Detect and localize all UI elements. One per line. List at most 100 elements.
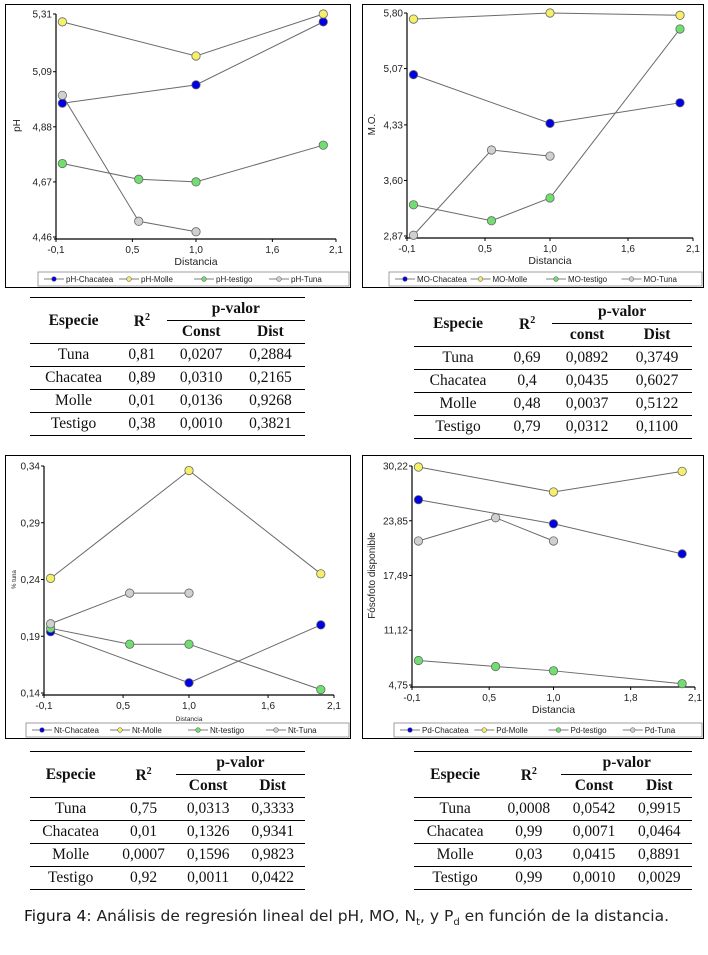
legend-marker	[201, 276, 207, 282]
header-r2: R2	[496, 751, 562, 798]
table-row: Chacatea 0,4 0,0435 0,6027	[414, 369, 692, 393]
cell-dist: 0,2884	[235, 343, 305, 367]
legend-label: pH-Tuna	[291, 275, 322, 284]
y-tick-label: 11,12	[384, 626, 409, 637]
y-tick-label: 4,46	[33, 233, 53, 244]
cell-dist: 0,9268	[235, 389, 305, 413]
x-tick-label: 0,5	[482, 693, 496, 704]
series-line-pH-Tuna	[61, 95, 197, 233]
regression-table-nt: Especie R2 p-valor Const Dist Tuna 0,75 0,0313 0…	[30, 751, 305, 890]
legend-marker	[276, 276, 282, 282]
cell-dist: 0,9823	[240, 843, 305, 867]
cell-species: Molle	[414, 392, 503, 416]
cell-r2: 0,0008	[496, 797, 562, 821]
data-point-pH-Chacatea	[318, 17, 328, 27]
cell-const: 0,0415	[561, 843, 627, 867]
x-tick-label: 1,6	[621, 244, 635, 255]
regression-table-pd: Especie R2 p-valor Const Dist Tuna 0,0008 0,054…	[414, 751, 692, 890]
series-line-Pd-testigo	[418, 659, 683, 685]
header-const: Const	[561, 774, 627, 798]
data-point-Pd-Molle	[677, 466, 687, 476]
cell-r2: 0,03	[496, 843, 562, 867]
header-r2: R2	[117, 297, 167, 344]
caption-text-1: : Análisis de regresión lineal del pH, M…	[86, 907, 417, 925]
data-point-Nt-Molle	[45, 573, 56, 583]
cell-r2: 0,69	[502, 346, 553, 370]
cell-const: 0,0037	[552, 392, 623, 416]
cell-dist: 0,5122	[622, 392, 692, 416]
y-tick-label: 4,88	[33, 122, 53, 133]
caption-label: Figura 4	[24, 907, 87, 925]
data-point-MO-Tuna	[486, 145, 497, 155]
data-point-pH-Chacatea	[57, 98, 67, 108]
data-point-pH-Molle	[57, 17, 67, 27]
data-point-MO-Chacatea	[675, 98, 685, 108]
caption-text-3: en función de la distancia.	[459, 907, 670, 925]
cell-dist: 0,6027	[622, 369, 692, 393]
data-point-pH-Tuna	[57, 90, 67, 100]
y-tick-label: 0,29	[21, 518, 41, 529]
data-point-Pd-testigo	[413, 655, 424, 666]
cell-const: 0,0542	[561, 797, 627, 821]
legend	[388, 271, 703, 287]
legend-marker	[51, 276, 57, 282]
header-const: Const	[166, 320, 236, 344]
cell-species: Chacatea	[414, 820, 497, 844]
legend-marker	[402, 276, 408, 282]
header-dist: Dist	[240, 774, 305, 798]
data-point-Nt-Tuna	[45, 619, 56, 629]
data-point-Nt-Molle	[316, 569, 326, 579]
header-species: Especie	[30, 751, 112, 798]
cell-dist: 0,9341	[240, 820, 305, 844]
data-point-pH-testigo	[57, 158, 67, 169]
caption-text-2: , y P	[420, 907, 454, 925]
table-row: Molle 0,48 0,0037 0,5122	[414, 392, 692, 416]
data-point-Nt-Chacatea	[316, 620, 326, 630]
data-point-MO-Molle	[675, 10, 685, 20]
series-line-Nt-testigo	[50, 627, 321, 691]
series-line-MO-testigo	[413, 28, 681, 222]
data-point-pH-Molle	[191, 51, 201, 61]
data-point-pH-Molle	[318, 9, 328, 19]
table-row: Molle 0,0007 0,1596 0,9823	[30, 843, 305, 867]
data-point-Pd-Molle	[548, 487, 559, 497]
cell-const: 0,0207	[166, 343, 236, 367]
series-line-Nt-Chacatea	[50, 624, 322, 684]
y-tick-label: 2,87	[384, 232, 404, 243]
header-r2: R2	[502, 300, 553, 347]
cell-r2: 0,99	[496, 866, 562, 890]
chart-nt: 0,14 0,19 0,24 0,29 0,34 -0,1 0,5 1,0 1,6 2,1 Dist…	[5, 455, 351, 739]
x-tick-label: 1,0	[182, 701, 196, 712]
table-row: Chacatea 0,01 0,1326 0,9341	[30, 820, 305, 844]
header-const: Const	[175, 774, 241, 798]
data-point-pH-Tuna	[191, 227, 201, 237]
x-tick-label: 1,6	[261, 701, 275, 712]
y-tick-label: 0,19	[21, 632, 41, 643]
legend-label: Pd-Tuna	[645, 726, 676, 735]
data-point-Nt-Tuna	[184, 588, 194, 598]
cell-r2: 0,99	[496, 820, 562, 844]
cell-r2: 0,75	[111, 797, 176, 821]
cell-r2: 0,01	[111, 820, 176, 844]
legend-marker	[407, 727, 413, 733]
header-dist: Dist	[235, 320, 305, 344]
table-row: Testigo 0,92 0,0011 0,0422	[30, 866, 305, 890]
legend-marker	[630, 727, 636, 733]
data-point-Pd-Tuna	[548, 536, 559, 546]
series-line-Pd-Molle	[418, 466, 683, 493]
cell-dist: 0,3821	[235, 412, 305, 436]
cell-species: Molle	[414, 843, 497, 867]
cell-species: Molle	[30, 843, 112, 867]
header-species: Especie	[414, 751, 497, 798]
table-row: Molle 0,03 0,0415 0,8891	[414, 843, 692, 867]
y-tick-label: 4,33	[384, 120, 404, 131]
x-tick-label: 0,5	[125, 245, 139, 256]
data-point-MO-Chacatea	[408, 70, 419, 80]
y-tick-label: 5,07	[384, 64, 404, 75]
table-row: Testigo 0,38 0,0010 0,3821	[30, 412, 305, 436]
x-tick-label: 1,0	[547, 693, 561, 704]
data-point-Pd-Tuna	[491, 513, 501, 523]
y-tick-label: 17,49	[383, 571, 408, 582]
legend-label: MO-Molle	[493, 275, 528, 284]
legend-marker	[195, 727, 201, 733]
